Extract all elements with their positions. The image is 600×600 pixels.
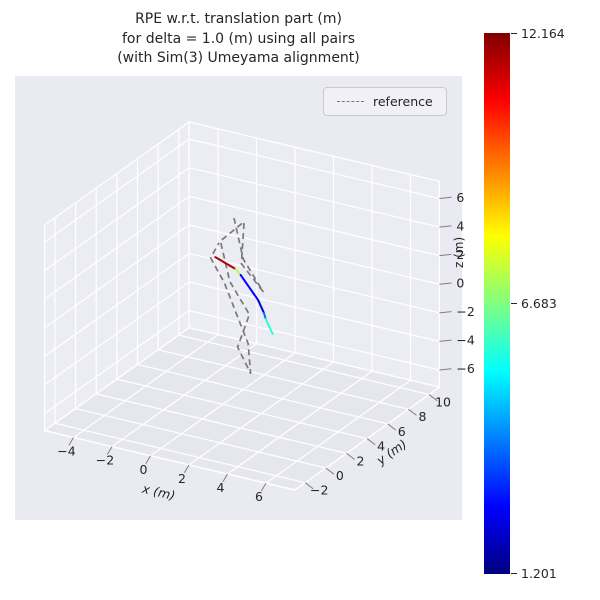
z-axis-label: z (m)	[452, 236, 466, 268]
colorbar-label-min: 1.201	[521, 566, 557, 581]
chart-title: RPE w.r.t. translation part (m) for delt…	[15, 10, 462, 69]
chart-title-line3: (with Sim(3) Umeyama alignment)	[117, 50, 360, 66]
reference-dashed-line-sample	[337, 101, 364, 102]
colorbar-gradient	[484, 33, 510, 574]
plot-area	[15, 76, 462, 520]
colorbar-tick-min: 1.201	[511, 566, 557, 581]
colorbar-tickmark-icon	[511, 573, 517, 574]
colorbar-tick-max: 12.164	[511, 26, 565, 41]
colorbar-tickmark-icon	[511, 33, 517, 34]
colorbar-tickmark-icon	[511, 303, 517, 304]
colorbar-label-mid: 6.683	[521, 296, 557, 311]
legend-label-reference: reference	[373, 94, 433, 109]
legend: reference	[323, 87, 447, 116]
chart-title-line2: for delta = 1.0 (m) using all pairs	[122, 30, 355, 47]
colorbar-label-max: 12.164	[521, 26, 565, 41]
colorbar-tick-mid: 6.683	[511, 296, 557, 311]
chart-title-line1: RPE w.r.t. translation part (m)	[135, 11, 342, 27]
